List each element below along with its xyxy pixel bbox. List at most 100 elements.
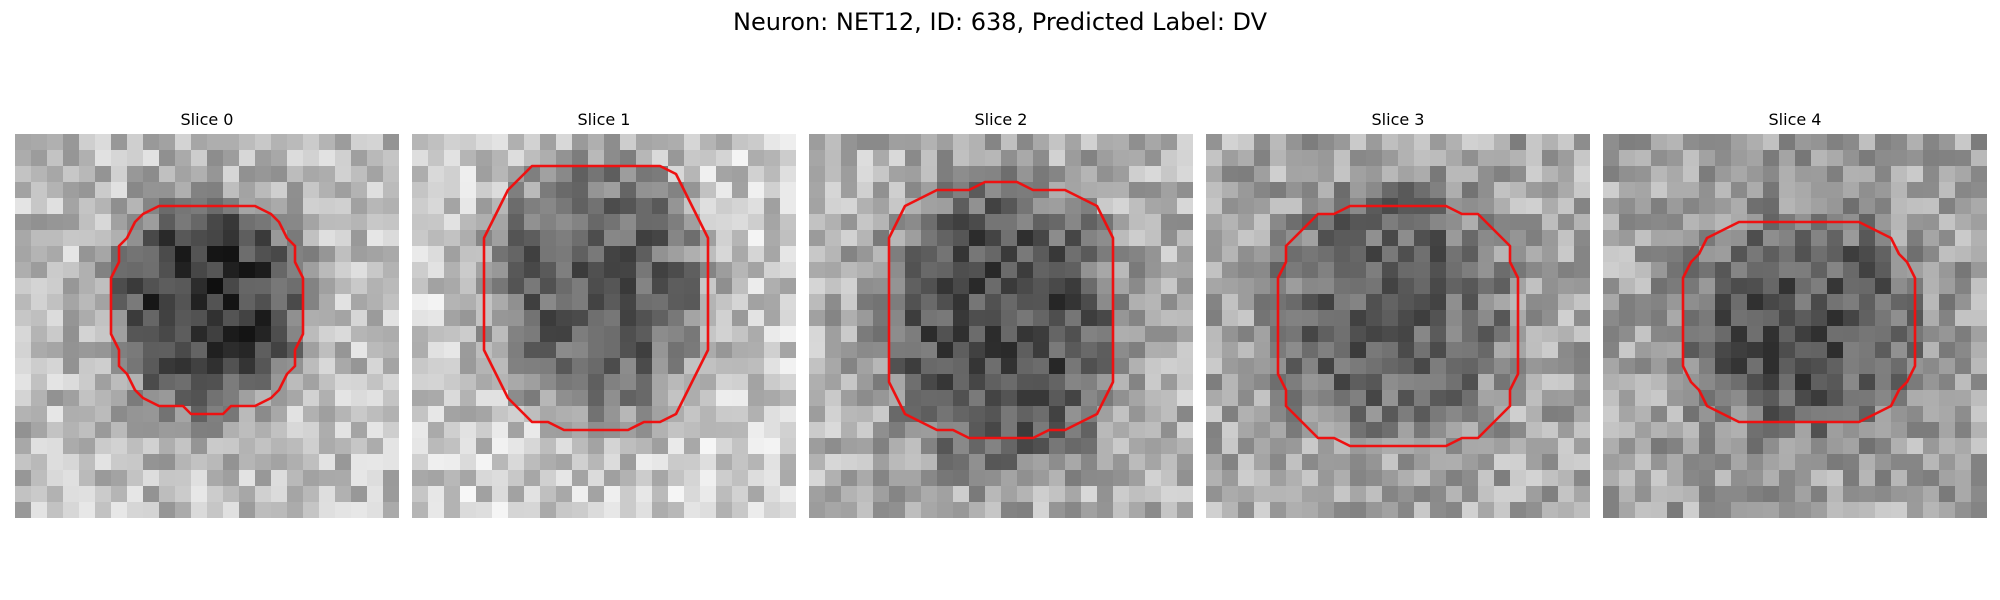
pixel: [223, 150, 240, 167]
pixel: [1462, 182, 1479, 199]
pixel: [1145, 454, 1162, 471]
pixel: [524, 342, 541, 359]
pixel: [1001, 150, 1018, 167]
pixel: [1350, 182, 1367, 199]
pixel: [953, 246, 970, 263]
pixel: [1398, 502, 1415, 518]
pixel: [969, 134, 986, 151]
pixel: [620, 358, 637, 375]
pixel: [652, 262, 669, 279]
pixel: [604, 342, 621, 359]
pixel: [255, 486, 272, 503]
pixel: [1113, 358, 1130, 375]
pixel: [1907, 486, 1924, 503]
pixel: [159, 326, 176, 343]
pixel: [1795, 246, 1812, 263]
pixel: [572, 150, 589, 167]
pixel: [1398, 230, 1415, 247]
contour-outline: [482, 164, 710, 432]
pixel: [809, 374, 826, 391]
pixel: [604, 262, 621, 279]
pixel: [63, 342, 80, 359]
pixel: [1635, 230, 1652, 247]
pixel: [1222, 278, 1239, 295]
pixel: [953, 438, 970, 455]
pixel: [1302, 390, 1319, 407]
pixel: [841, 166, 858, 183]
pixel: [1923, 502, 1940, 518]
pixel: [428, 230, 445, 247]
pixel: [1017, 486, 1034, 503]
pixel: [1177, 150, 1193, 167]
pixel: [1731, 502, 1748, 518]
pixel: [191, 390, 208, 407]
pixel: [1382, 502, 1399, 518]
pixel: [1254, 182, 1271, 199]
pixel: [921, 326, 938, 343]
pixel: [604, 182, 621, 199]
pixel: [1715, 294, 1732, 311]
pixel: [1667, 454, 1684, 471]
pixel: [1446, 198, 1463, 215]
pixel: [636, 182, 653, 199]
pixel: [873, 150, 890, 167]
pixel: [1033, 342, 1050, 359]
pixel: [319, 294, 336, 311]
pixel: [1113, 166, 1130, 183]
pixel: [303, 166, 320, 183]
pixel: [335, 278, 352, 295]
pixel: [937, 310, 954, 327]
pixel: [412, 214, 429, 231]
pixel: [1286, 214, 1303, 231]
pixel: [1923, 470, 1940, 487]
pixel: [857, 438, 874, 455]
pixel: [540, 438, 557, 455]
pixel: [1747, 470, 1764, 487]
pixel: [748, 342, 765, 359]
pixel: [1334, 454, 1351, 471]
pixel: [1446, 390, 1463, 407]
pixel: [1603, 294, 1620, 311]
pixel: [1398, 470, 1415, 487]
pixel: [271, 182, 288, 199]
pixel: [1827, 454, 1844, 471]
pixel: [1795, 422, 1812, 439]
pixel: [921, 342, 938, 359]
pixel: [1635, 150, 1652, 167]
pixel: [636, 262, 653, 279]
pixel: [1097, 454, 1114, 471]
pixel: [1494, 438, 1511, 455]
pixel: [1430, 358, 1447, 375]
pixel: [1350, 230, 1367, 247]
pixel: [985, 374, 1002, 391]
pixel: [620, 406, 637, 423]
pixel: [492, 470, 509, 487]
pixel: [1334, 422, 1351, 439]
pixel: [841, 230, 858, 247]
pixel: [1286, 502, 1303, 518]
pixel: [1795, 230, 1812, 247]
pixel: [508, 182, 525, 199]
pixel: [175, 278, 192, 295]
pixel: [1097, 502, 1114, 518]
pixel: [95, 422, 112, 439]
pixel: [1446, 246, 1463, 263]
pixel: [1558, 230, 1575, 247]
pixel: [588, 262, 605, 279]
pixel: [1145, 198, 1162, 215]
pixel: [1859, 470, 1876, 487]
pixel: [492, 326, 509, 343]
pixel: [335, 390, 352, 407]
slice-title-3: Slice 3: [1371, 110, 1425, 129]
pixel: [937, 438, 954, 455]
pixel: [63, 230, 80, 247]
pixel: [1843, 390, 1860, 407]
pixel: [921, 198, 938, 215]
pixel: [1398, 374, 1415, 391]
pixel: [1097, 406, 1114, 423]
pixel: [905, 342, 922, 359]
pixel: [1033, 422, 1050, 439]
pixel: [1699, 150, 1716, 167]
pixel: [841, 374, 858, 391]
pixel: [1350, 422, 1367, 439]
